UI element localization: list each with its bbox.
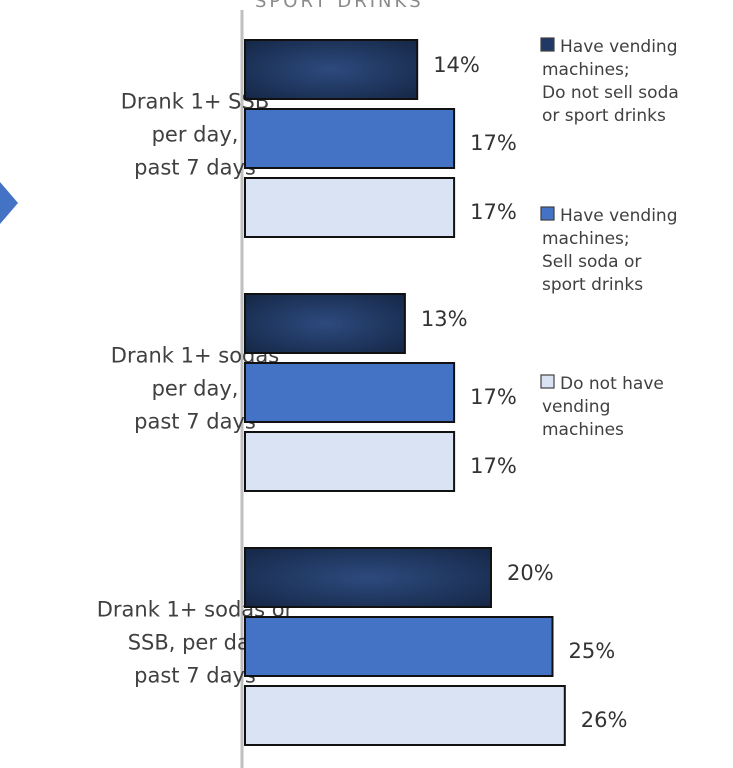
category-label: past 7 days (134, 410, 256, 434)
legend-label: vending (542, 397, 610, 417)
bar (244, 362, 456, 423)
data-label: 26% (581, 708, 628, 732)
data-label: 13% (421, 307, 468, 331)
legend-label: or sport drinks (542, 106, 666, 126)
bar (244, 108, 456, 169)
legend-label: machines; (542, 229, 630, 249)
legend-label: Do not sell soda (542, 83, 679, 103)
side-arrow-decoration (0, 182, 18, 224)
bar (244, 39, 419, 100)
legend-label: Have vending (560, 37, 678, 57)
data-label: 17% (470, 131, 517, 155)
chart-title: SPORT DRINKS (255, 0, 424, 12)
legend-label: Do not have (560, 374, 664, 394)
bar (244, 293, 406, 354)
data-label: 14% (433, 53, 480, 77)
data-label: 20% (507, 561, 554, 585)
category-label: SSB, per day (128, 631, 263, 655)
legend-swatch (540, 374, 555, 389)
legend-swatch (540, 37, 555, 52)
bar (244, 547, 492, 608)
data-label: 17% (470, 200, 517, 224)
bar (244, 616, 554, 677)
bar (244, 431, 456, 492)
legend-label: machines; (542, 60, 630, 80)
bar (244, 685, 566, 746)
category-label: per day, (152, 377, 239, 401)
category-label: per day, (152, 123, 239, 147)
data-label: 25% (569, 639, 616, 663)
category-label: past 7 days (134, 664, 256, 688)
legend-label: sport drinks (542, 275, 643, 295)
legend-label: Sell soda or (542, 252, 641, 272)
data-label: 17% (470, 385, 517, 409)
category-label: past 7 days (134, 156, 256, 180)
legend-swatch (540, 206, 555, 221)
legend-label: Have vending (560, 206, 678, 226)
data-label: 17% (470, 454, 517, 478)
bar (244, 177, 456, 238)
legend-label: machines (542, 420, 624, 440)
